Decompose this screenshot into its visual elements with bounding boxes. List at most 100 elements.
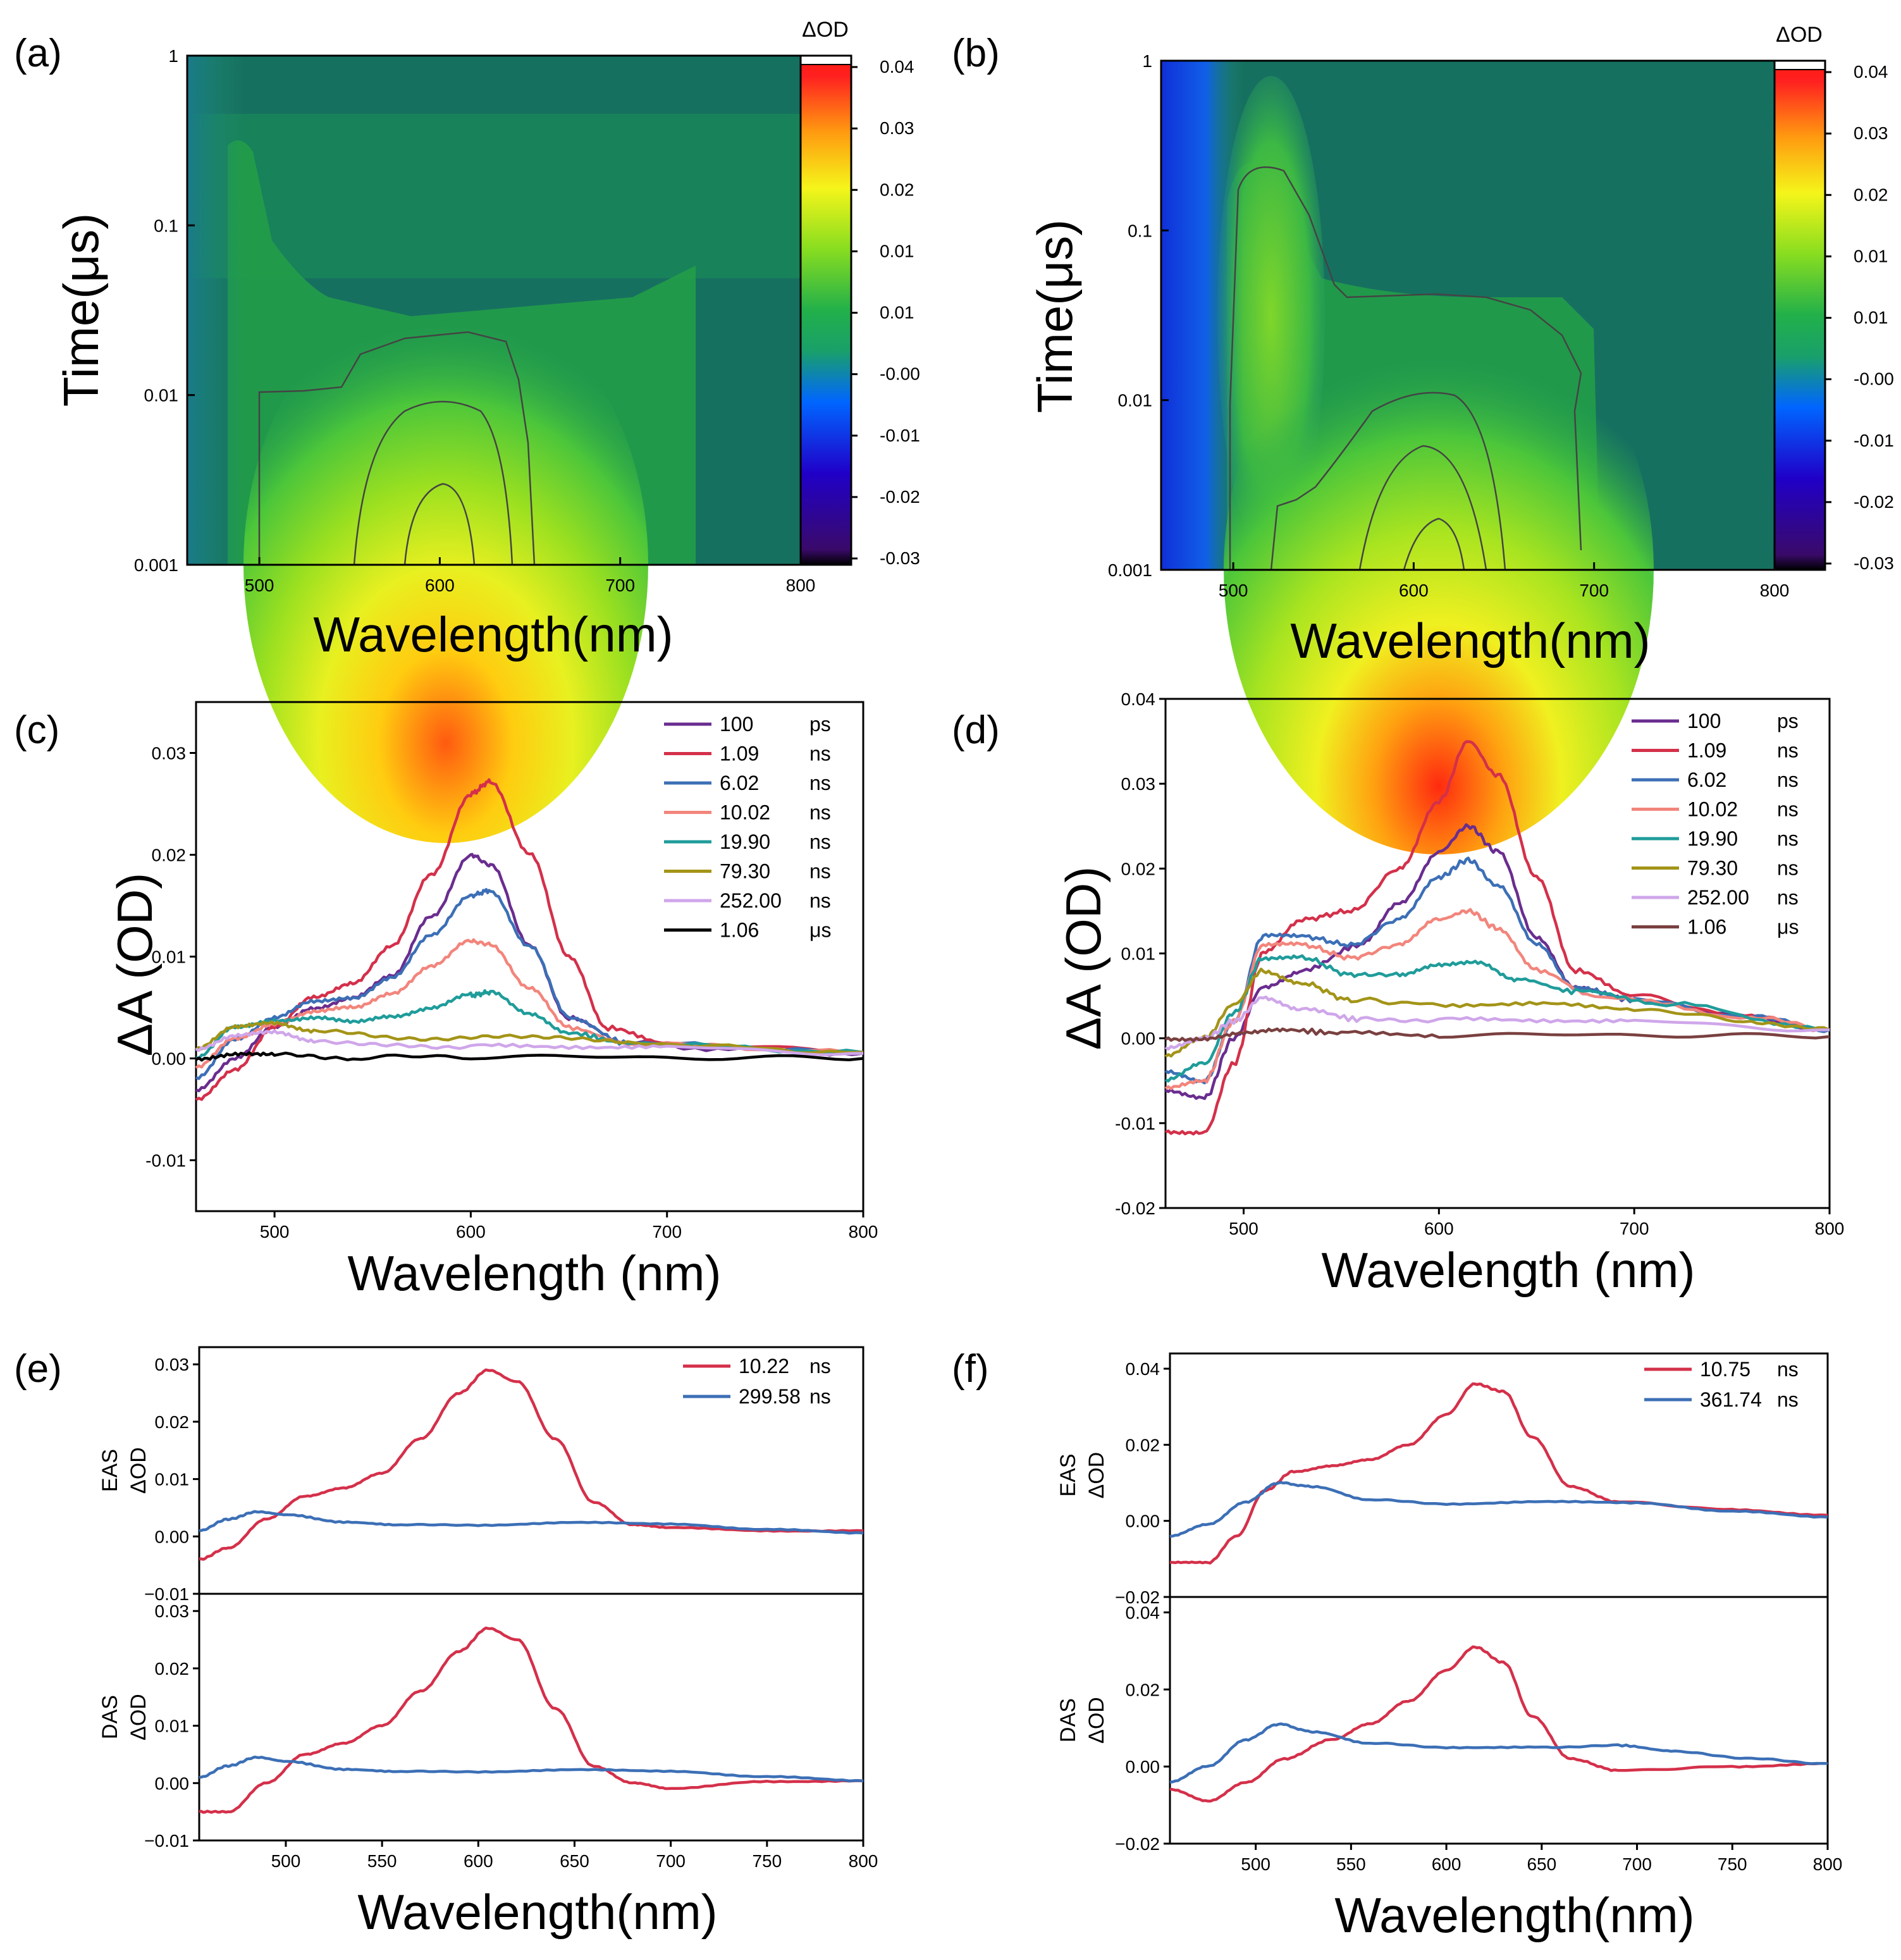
- series-line-10.75: [1169, 1645, 1828, 1803]
- colorbar-tick-label: 0.02: [880, 180, 914, 199]
- y-tick-label: 0.01: [155, 1470, 190, 1489]
- x-tick-label: 600: [1424, 1219, 1454, 1238]
- y-tick-label: 0.02: [155, 1659, 190, 1679]
- panel-f-label: (f): [952, 1347, 989, 1391]
- legend-label: 361.74: [1700, 1388, 1762, 1411]
- series-line-6.02: [195, 888, 864, 1080]
- colorbar-tick-label: -0.03: [1854, 553, 1894, 573]
- legend-unit: μs: [809, 919, 831, 942]
- x-tick-label: 500: [260, 1222, 290, 1242]
- legend-unit: ns: [809, 1355, 831, 1378]
- y-tick-label: 0.02: [1126, 1435, 1160, 1455]
- legend-unit: ns: [1777, 1358, 1799, 1381]
- legend-label: 10.75: [1700, 1358, 1750, 1381]
- legend-unit: ns: [1777, 827, 1799, 850]
- subplot-ylabel: ΔOD: [1085, 1452, 1109, 1499]
- y-tick-label: 0.03: [155, 1601, 190, 1621]
- legend-label: 79.30: [1687, 857, 1738, 880]
- legend-label: 10.22: [739, 1355, 789, 1378]
- colorbar-tick-label: -0.00: [1854, 369, 1894, 389]
- heatmap-b-contour-core: [1403, 517, 1465, 570]
- x-tick-label: 500: [1219, 581, 1248, 600]
- legend-unit: ns: [1777, 739, 1799, 762]
- legend-label: 1.06: [1687, 916, 1726, 939]
- legend-label: 100: [1687, 710, 1721, 732]
- y-tick-label: 0.03: [1121, 774, 1156, 794]
- colorbar-tick-label: 0.04: [880, 57, 914, 77]
- colorbar-a-label: ΔOD: [802, 18, 849, 42]
- x-tick-label: 500: [1229, 1219, 1258, 1238]
- subplot-ylabel: EAS: [98, 1449, 122, 1492]
- x-tick-label: 700: [1620, 1219, 1649, 1238]
- legend-label: 10.02: [1687, 798, 1738, 821]
- heatmap-a-left-edge: [187, 56, 244, 565]
- legend-label: 1.09: [720, 743, 759, 765]
- y-tick-label: 0.03: [152, 744, 187, 763]
- panel-f-xlabel: Wavelength(nm): [1334, 1887, 1694, 1943]
- colorbar-tick-label: -0.00: [880, 364, 920, 384]
- colorbar-b-overflow-cap: [1774, 60, 1826, 70]
- y-tick-label: -0.01: [145, 1151, 186, 1171]
- legend-unit: ns: [1777, 857, 1799, 880]
- x-tick-label: 600: [425, 576, 455, 595]
- legend-label: 19.90: [720, 830, 770, 853]
- series-line-10.22: [199, 1368, 864, 1561]
- legend-unit: ns: [1777, 768, 1799, 791]
- panel-e: (e) −0.01 0.00 0.01 0.02 0.03 500 550 600 650 700…: [14, 1346, 878, 1940]
- legend-unit: ns: [1777, 1388, 1799, 1411]
- y-tick-label: 0.00: [1126, 1512, 1160, 1531]
- colorbar-tick-label: 0.01: [1854, 308, 1888, 328]
- y-tick-label: -0.01: [1115, 1114, 1155, 1133]
- y-tick-label: 0.00: [1126, 1757, 1160, 1777]
- y-tick-label: 1: [1142, 51, 1152, 71]
- x-tick-label: 600: [456, 1222, 486, 1242]
- x-tick-label: 800: [1813, 1854, 1843, 1874]
- x-tick-label: 800: [1760, 581, 1790, 600]
- legend-label: 252.00: [1687, 886, 1749, 909]
- colorbar-a-ticks: 0.04 0.03 0.02 0.01 0.01 -0.00 -0.01 -0.02 -0.03: [851, 57, 920, 568]
- series-line-1.06: [1164, 1027, 1830, 1042]
- colorbar-a-frame: [799, 54, 852, 566]
- heatmap-b: [1161, 61, 1775, 854]
- y-tick-label: 0.001: [1108, 560, 1152, 580]
- colorbar-tick-label: -0.02: [880, 487, 920, 507]
- colorbar-a-scale: [801, 56, 851, 565]
- plot-d: 500 600 700 800 -0.02 -0.01 0.00 0.01 0.02 0.03 0.…: [1115, 689, 1844, 1238]
- series-line-299.58: [199, 1510, 864, 1535]
- legend-label: 1.06: [720, 919, 759, 942]
- y-tick-label: 0.00: [155, 1773, 190, 1793]
- y-tick-label: 0.04: [1126, 1359, 1160, 1379]
- y-tick-label: 0.00: [152, 1049, 187, 1069]
- panel-a-label: (a): [14, 32, 62, 75]
- heatmap-b-contour-mid: [1270, 391, 1506, 570]
- y-tick-label: 0.01: [144, 386, 179, 405]
- colorbar-a: ΔOD: [799, 18, 852, 566]
- panel-a-ylabel: Time(μs): [53, 213, 109, 407]
- subplot-ylabel: EAS: [1056, 1453, 1080, 1496]
- colorbar-tick-label: -0.02: [1854, 492, 1894, 512]
- series-line-252.00: [1164, 995, 1830, 1051]
- x-tick-label: 500: [245, 576, 274, 595]
- heatmap-b-contour-inner: [1358, 445, 1487, 570]
- panel-b: (b) ΔOD 0.04 0.03 0.02 0.01 0.01 -0.00 -0.01 -0…: [952, 23, 1894, 854]
- series-line-252.00: [195, 1029, 864, 1056]
- colorbar-b: ΔOD: [1773, 23, 1826, 571]
- colorbar-tick-label: 0.03: [880, 118, 914, 138]
- y-tick-label: -0.02: [1115, 1199, 1155, 1218]
- axes-a: 500 600 700 800 0.001 0.01 0.1 1: [134, 46, 815, 595]
- series-line-10.02: [1164, 908, 1830, 1090]
- legend-unit: ns: [809, 830, 831, 853]
- panel-b-ylabel: Time(μs): [1027, 219, 1083, 413]
- x-tick-label: 750: [1718, 1854, 1747, 1874]
- panel-d: (d) 500 600 700 800 -0.02 -0.01 0.00 0.01 0.02 0.…: [952, 689, 1844, 1298]
- legend-label: 79.30: [720, 860, 770, 883]
- series-line-10.22: [199, 1626, 864, 1814]
- series-line-10.75: [1169, 1382, 1828, 1565]
- colorbar-b-frame: [1773, 59, 1826, 571]
- x-tick-label: 700: [605, 576, 635, 595]
- colorbar-tick-label: -0.03: [880, 548, 920, 568]
- panel-c-label: (c): [14, 708, 59, 752]
- series-line-299.58: [199, 1755, 864, 1783]
- legend-unit: ps: [1777, 710, 1799, 732]
